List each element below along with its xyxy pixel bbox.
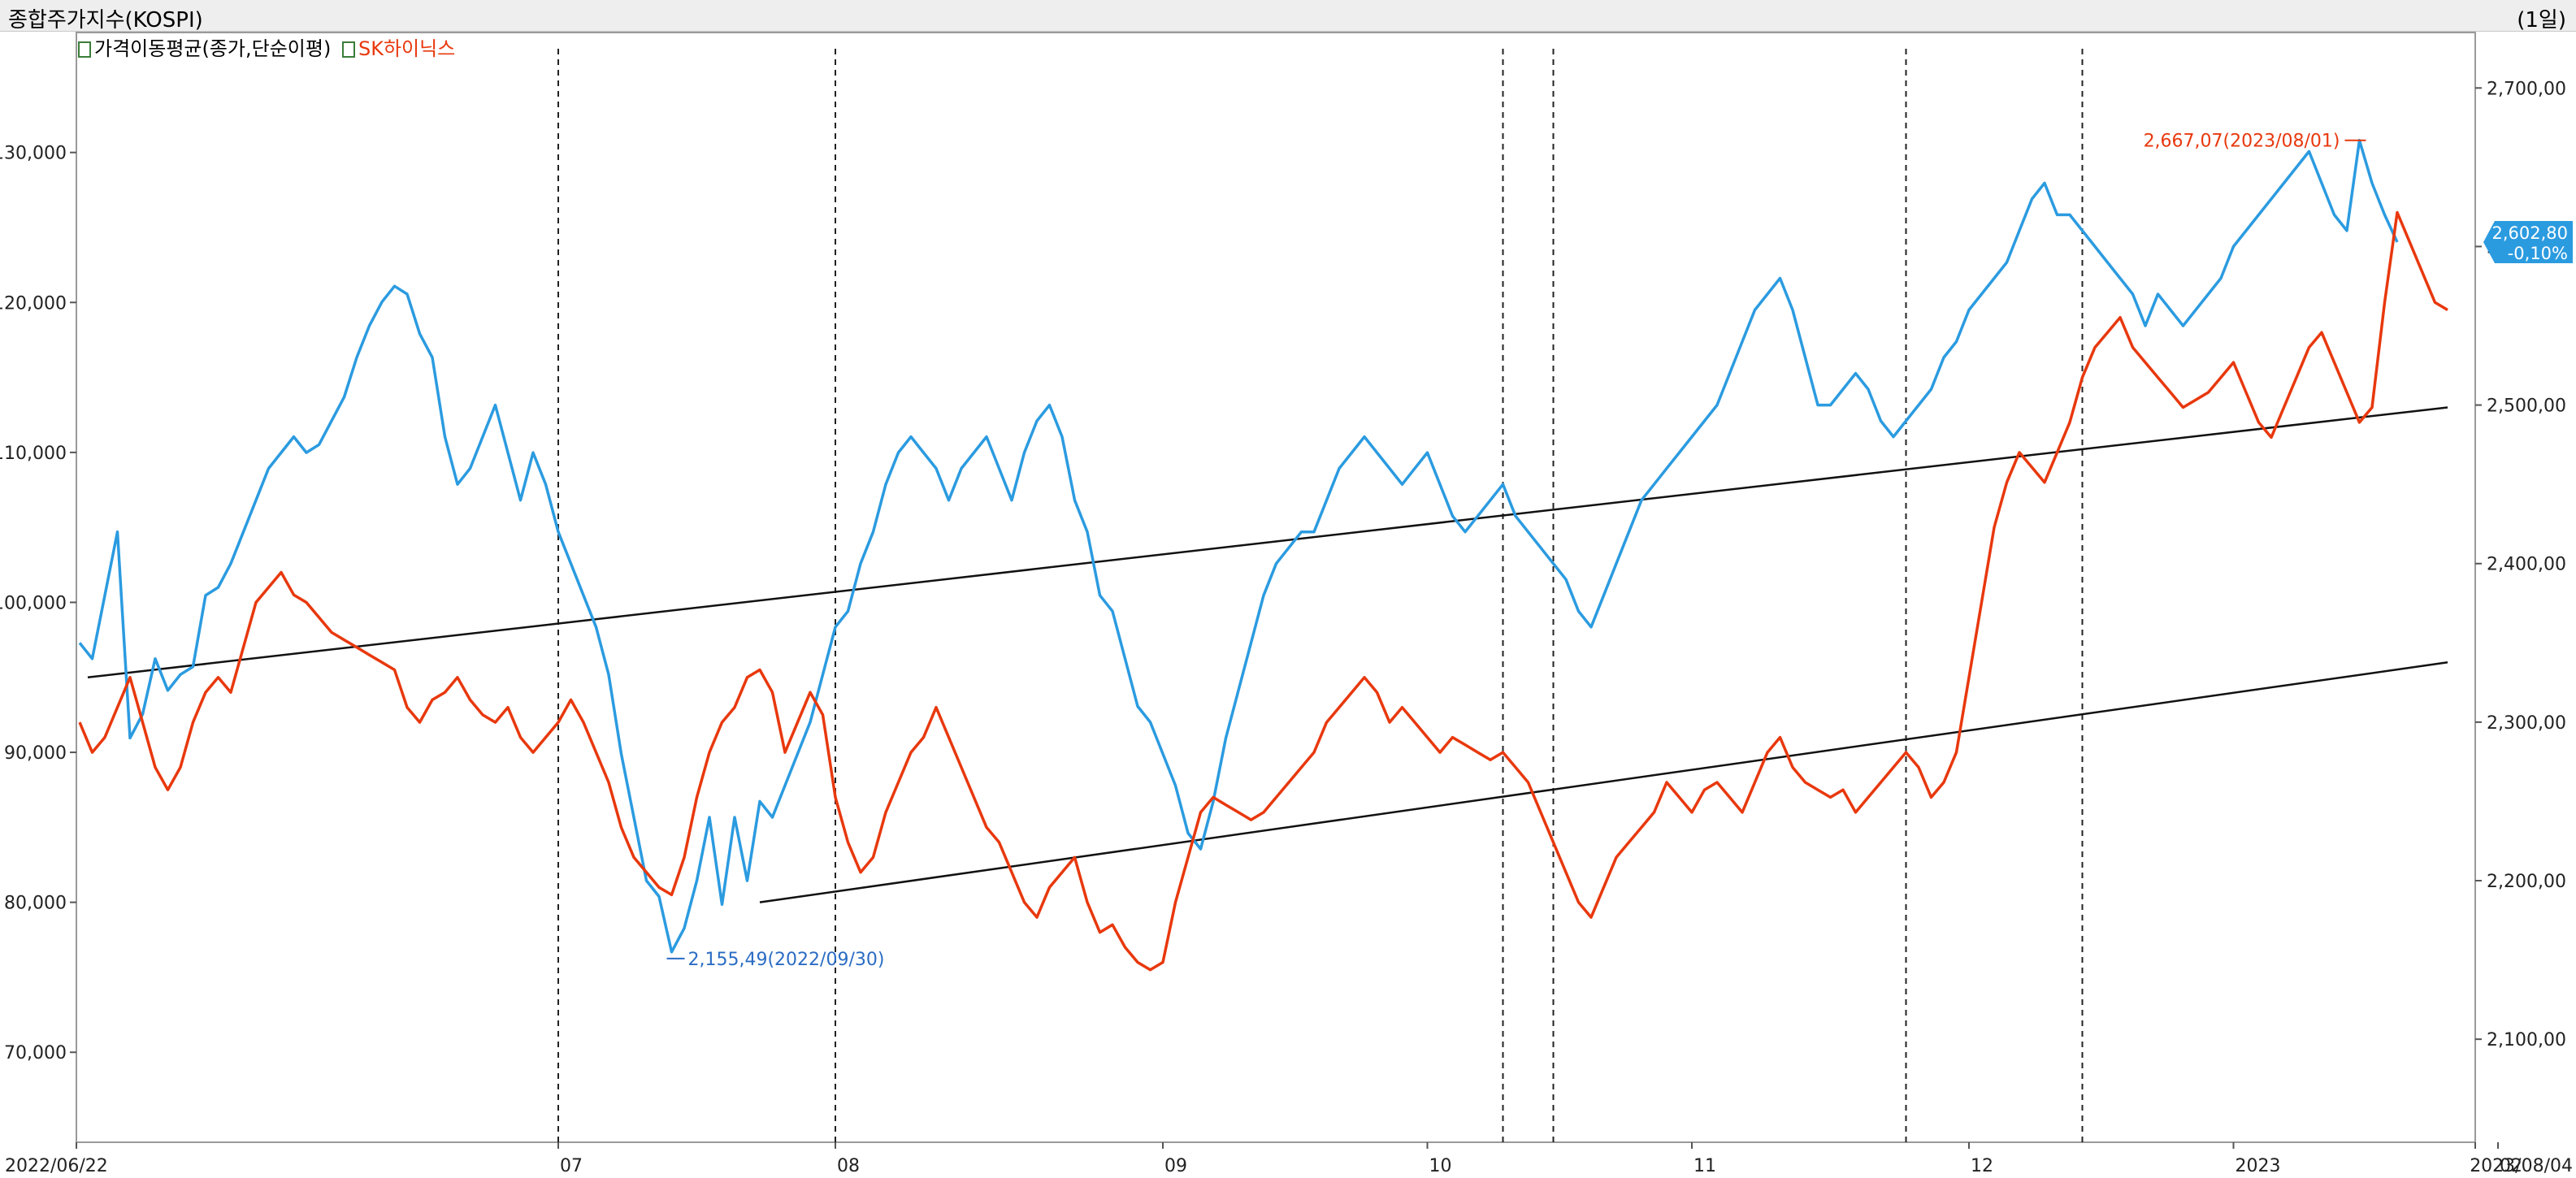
last-value-box: [2483, 220, 2573, 263]
x-tick-label: 2022/06/22: [5, 1156, 108, 1176]
x-tick-label: 11: [1693, 1156, 1716, 1176]
legend-item-moving-average[interactable]: 가격이동평균(종가,단순이평): [78, 32, 331, 61]
right-tick-label: 2,100,00: [2487, 1030, 2566, 1050]
max-annotation: 2,667,07(2023/08/01): [2144, 132, 2340, 152]
legend: 가격이동평균(종가,단순이평) SK하이닉스: [78, 32, 460, 61]
last-value: 2,602,80: [2491, 223, 2568, 243]
left-tick-label: 120,000: [0, 293, 67, 314]
x-tick-label: 02: [2500, 1156, 2522, 1176]
x-tick-label: 09: [1164, 1156, 1187, 1176]
min-annotation: 2,155,49(2022/09/30): [688, 950, 885, 970]
last-change: -0,10%: [2508, 244, 2568, 263]
left-tick-label: 130,000: [0, 144, 67, 164]
x-tick-label: 10: [1429, 1156, 1452, 1176]
left-tick-label: 90,000: [4, 743, 67, 764]
right-tick-label: 2,300,00: [2487, 713, 2566, 734]
x-tick-label: 12: [1971, 1156, 1993, 1176]
trendline-lower: [759, 661, 2448, 903]
trendlines: [87, 406, 2448, 903]
series-lines: [78, 138, 2448, 972]
axes: 130,000 120,000 110,000 100,000 90,000 80,000…: [0, 79, 2573, 1176]
plot-frame: [76, 32, 2476, 1143]
left-tick-label: 80,000: [4, 894, 67, 914]
sk-hynix-line: [78, 210, 2448, 972]
plot-border: [76, 32, 2476, 1143]
x-tick-label: 08: [837, 1156, 860, 1176]
left-tick-label: 100,000: [0, 593, 67, 613]
vertical-lines: [557, 49, 2084, 1142]
legend-item-sk-hynix[interactable]: SK하이닉스: [341, 32, 456, 61]
checkbox-icon[interactable]: [341, 41, 355, 58]
x-tick-label: 07: [560, 1156, 583, 1176]
chart-header: 종합주가지수(KOSPI) (1일): [0, 0, 2576, 32]
right-tick-label: 2,700,00: [2487, 79, 2566, 99]
trendline-upper: [87, 406, 2448, 678]
left-tick-label: 70,000: [4, 1043, 67, 1063]
annotations: 2,667,07(2023/08/01) 2,155,49(2022/09/30)…: [666, 132, 2573, 970]
legend-label: 가격이동평균(종가,단순이평): [94, 37, 332, 60]
left-tick-label: 110,000: [0, 444, 67, 464]
x-tick-label: 2023/08/04: [2470, 1156, 2573, 1176]
checkbox-icon[interactable]: [78, 41, 91, 58]
right-tick-label: 2,400,00: [2487, 555, 2566, 575]
period-label[interactable]: (1일): [2517, 8, 2566, 32]
kospi-line: [78, 138, 2399, 954]
chart-title: 종합주가지수(KOSPI): [8, 8, 203, 32]
right-tick-label: 2,200,00: [2487, 872, 2566, 892]
right-tick-label: 2,500,00: [2487, 396, 2566, 417]
legend-label: SK하이닉스: [358, 37, 456, 60]
x-tick-label: 2023: [2236, 1156, 2281, 1176]
